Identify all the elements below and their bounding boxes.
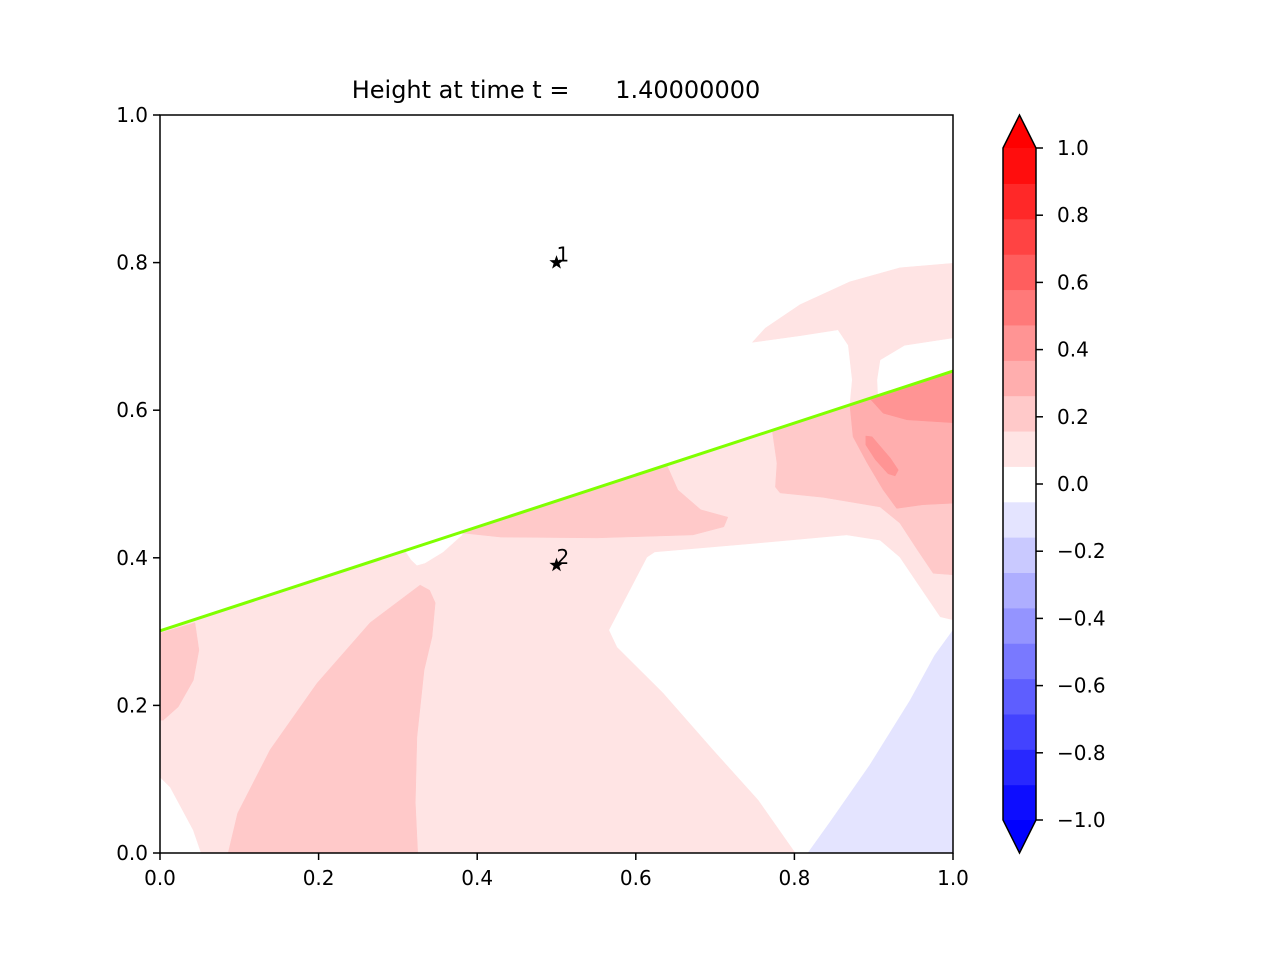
colorbar-band-0 — [1003, 784, 1036, 821]
colorbar-band-7 — [1003, 537, 1036, 574]
colorbar-band-2 — [1003, 713, 1036, 750]
x-tick-label: 1.0 — [937, 866, 969, 890]
colorbar-tick-label: 0.0 — [1057, 472, 1089, 496]
chart-title: Height at time t = 1.40000000 — [352, 76, 761, 104]
star-marker-1 — [549, 255, 564, 269]
x-tick-label: 0.0 — [144, 866, 176, 890]
x-tick-label: 0.4 — [461, 866, 493, 890]
marker-label-1: 1 — [557, 243, 570, 267]
colorbar-band-18 — [1003, 148, 1036, 184]
colorbar-tick-label: −0.6 — [1057, 674, 1106, 698]
colorbar-band-15 — [1003, 254, 1036, 291]
contour-region-9 — [807, 629, 953, 853]
y-tick-label: 1.0 — [116, 103, 148, 127]
axes-frame — [159, 114, 954, 854]
contour-region-7 — [865, 435, 899, 477]
colorbar-tick-label: −0.2 — [1057, 539, 1106, 563]
y-tick-label: 0.4 — [116, 546, 148, 570]
colorbar-band-12 — [1003, 360, 1036, 397]
colorbar-tick-label: 0.8 — [1057, 203, 1089, 227]
colorbar-tick-label: 0.6 — [1057, 270, 1089, 294]
y-tick-label: 0.2 — [116, 693, 148, 717]
y-tick-label: 0.6 — [116, 398, 148, 422]
colorbar-tick-label: −0.4 — [1057, 606, 1106, 630]
colorbar-band-3 — [1003, 678, 1036, 715]
colorbar-band-6 — [1003, 572, 1036, 609]
colorbar-band-16 — [1003, 218, 1036, 255]
colorbar-tick-label: 1.0 — [1057, 136, 1089, 160]
x-tick-label: 0.6 — [620, 866, 652, 890]
colorbar-band-17 — [1003, 183, 1036, 220]
colorbar: 1.0 0.8 0.6 0.4 0.2 0.0 −0.2 −0.4 −0.6 −0.8 −1.0 — [1002, 113, 1106, 855]
marker-label-2: 2 — [557, 545, 570, 569]
x-tick-label: 0.8 — [778, 866, 810, 890]
axes: 1 2 0.0 0.2 0.4 0.6 0.8 1.0 0.0 0.2 0.4 0.6 0.8 1.0 — [116, 103, 969, 890]
colorbar-band-11 — [1003, 395, 1036, 432]
colorbar-extend-bottom — [1003, 820, 1036, 853]
y-tick-label: 0.0 — [116, 841, 148, 865]
colorbar-band-14 — [1003, 289, 1036, 326]
colorbar-tick-label: −1.0 — [1057, 808, 1106, 832]
colorbar-tick-label: 0.4 — [1057, 338, 1089, 362]
green-line — [160, 369, 953, 633]
colorbar-band-8 — [1003, 501, 1036, 538]
y-tick-label: 0.8 — [116, 251, 148, 275]
star-marker-2 — [549, 557, 564, 572]
colorbar-band-13 — [1003, 324, 1036, 361]
colorbar-extend-top — [1003, 115, 1036, 148]
colorbar-band-9 — [1003, 466, 1036, 503]
colorbar-tick-label: −0.8 — [1057, 741, 1106, 765]
colorbar-band-10 — [1003, 430, 1036, 467]
contour-region-3 — [459, 464, 729, 539]
colorbar-band-1 — [1003, 749, 1036, 786]
colorbar-band-5 — [1003, 607, 1036, 644]
contour-region-2 — [227, 584, 436, 853]
x-tick-label: 0.2 — [303, 866, 335, 890]
colorbar-tick-label: 0.2 — [1057, 405, 1089, 429]
colorbar-band-4 — [1003, 643, 1036, 680]
